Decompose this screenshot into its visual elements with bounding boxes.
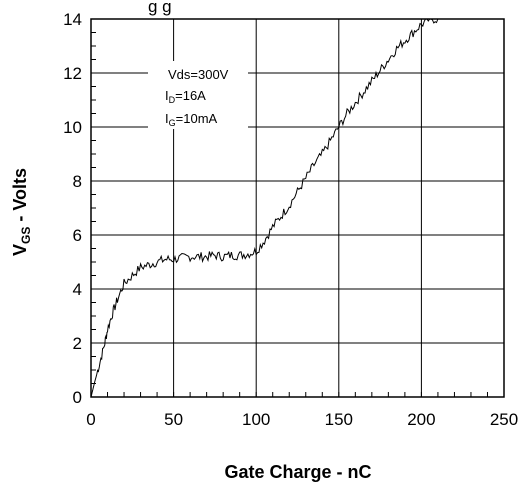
y-tick-label: 2 — [73, 334, 82, 353]
plot-frame — [90, 18, 505, 398]
chart-title-fragment: g g — [148, 0, 172, 16]
x-tick-label: 100 — [242, 410, 270, 429]
x-tick-label: 50 — [164, 410, 183, 429]
x-tick-label: 200 — [407, 410, 435, 429]
y-tick-label: 4 — [73, 280, 82, 299]
x-tick-label: 0 — [86, 410, 95, 429]
annotation-background — [148, 61, 248, 129]
y-tick-label: 12 — [63, 64, 82, 83]
y-tick-label: 6 — [73, 226, 82, 245]
x-tick-label: 250 — [490, 410, 518, 429]
x-axis-title: Gate Charge - nC — [224, 462, 371, 482]
y-tick-label: 0 — [73, 388, 82, 407]
y-tick-labels: 0 2 4 6 8 10 12 14 — [63, 10, 82, 407]
y-tick-label: 8 — [73, 172, 82, 191]
annotation-ig: IG=10mA — [165, 111, 218, 128]
annotation-id: ID=16A — [165, 88, 206, 105]
y-tick-label: 10 — [63, 118, 82, 137]
annotation-vds: Vds=300V — [168, 67, 229, 82]
y-axis-title: VGS - Volts — [10, 168, 33, 256]
series-line — [90, 18, 439, 398]
x-tick-labels: 0 50 100 150 200 250 — [86, 410, 518, 429]
y-tick-label: 14 — [63, 10, 82, 29]
x-tick-label: 150 — [325, 410, 353, 429]
grid — [91, 19, 504, 397]
